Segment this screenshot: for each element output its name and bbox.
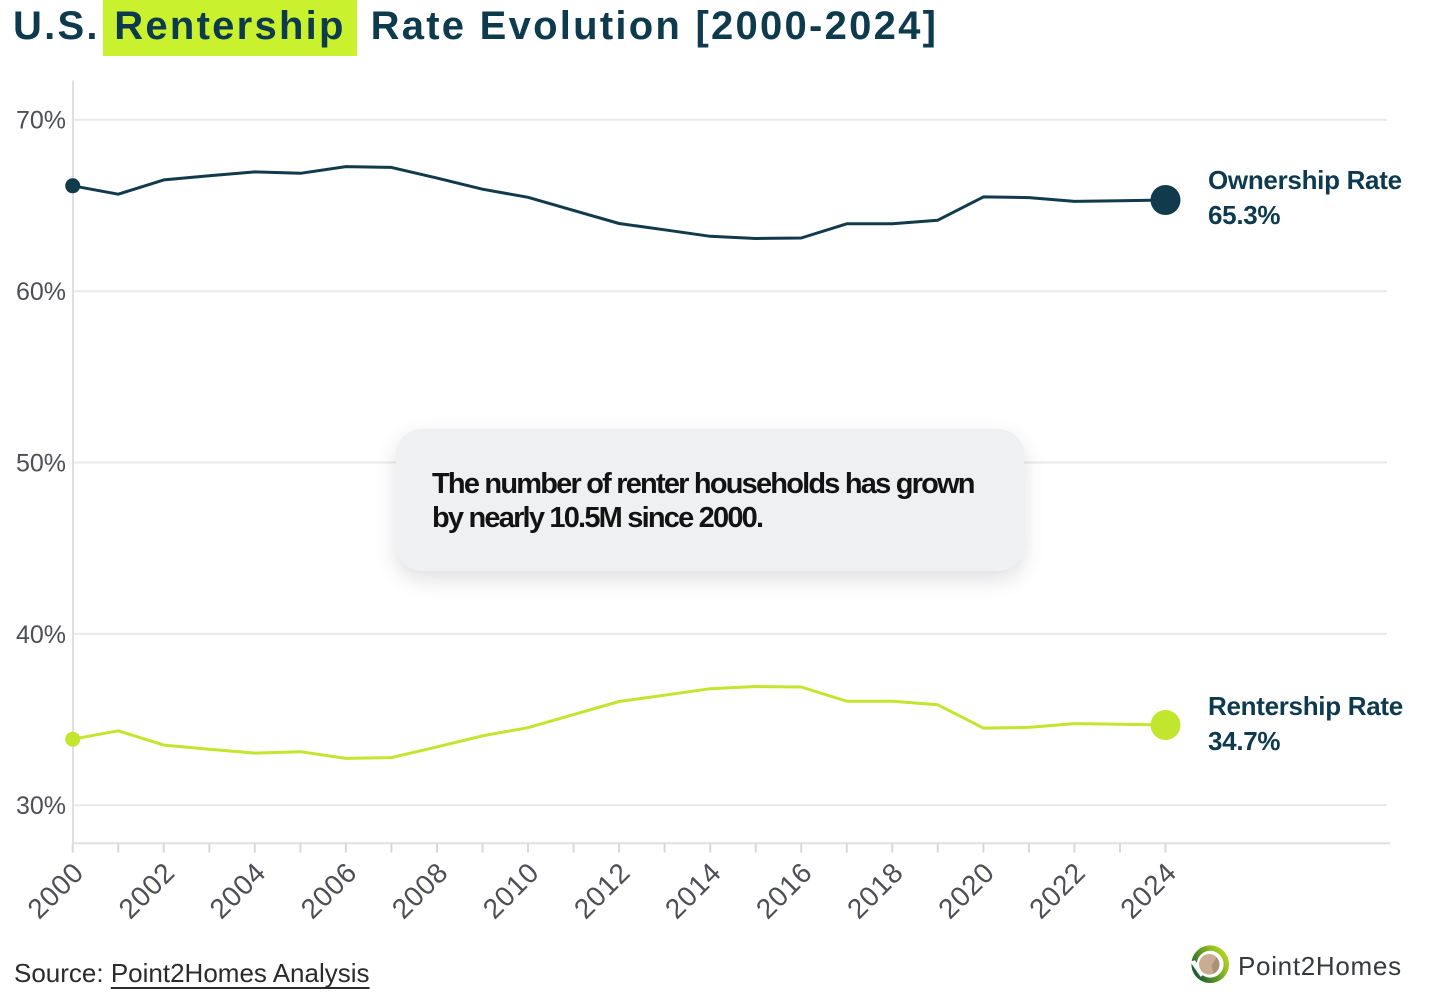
svg-text:2008: 2008: [386, 856, 454, 924]
svg-text:50%: 50%: [16, 449, 66, 477]
svg-text:2024: 2024: [1114, 856, 1182, 924]
svg-text:40%: 40%: [16, 621, 66, 649]
svg-text:2006: 2006: [295, 856, 363, 924]
svg-text:2002: 2002: [113, 856, 181, 924]
svg-text:70%: 70%: [16, 107, 66, 135]
svg-text:2020: 2020: [932, 856, 1000, 924]
svg-text:30%: 30%: [16, 792, 66, 820]
svg-text:2004: 2004: [204, 856, 272, 924]
svg-text:2000: 2000: [22, 856, 90, 924]
svg-text:2010: 2010: [477, 856, 545, 924]
svg-text:60%: 60%: [16, 278, 66, 306]
svg-text:2022: 2022: [1023, 856, 1091, 924]
svg-text:2018: 2018: [841, 856, 909, 924]
svg-text:2016: 2016: [750, 856, 818, 924]
svg-text:2012: 2012: [568, 856, 636, 924]
svg-text:2014: 2014: [659, 856, 727, 924]
